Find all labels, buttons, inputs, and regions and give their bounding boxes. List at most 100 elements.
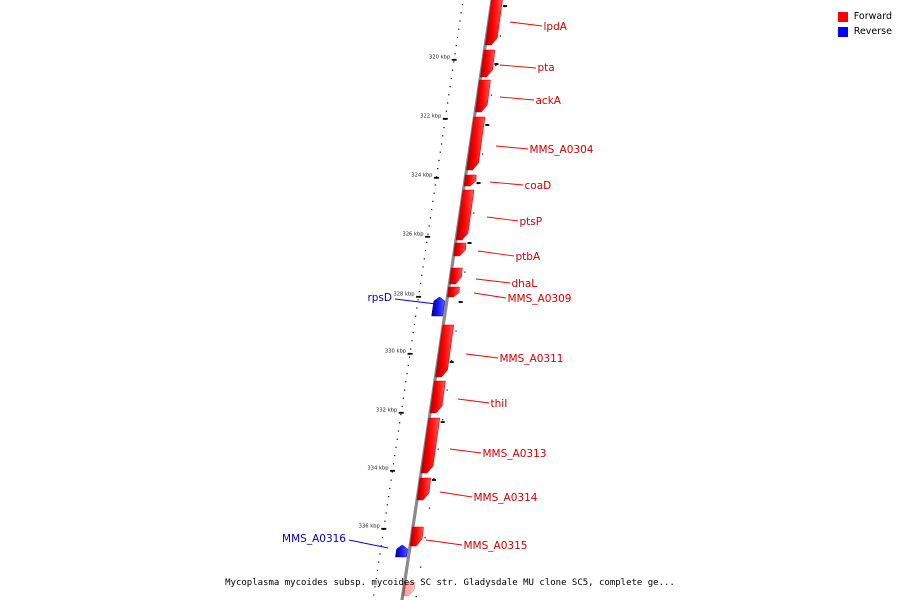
ruler-dot [458, 28, 460, 30]
gene-label-forward: thiI [491, 398, 508, 410]
gene-label-forward: pta [538, 62, 555, 74]
ruler-dot [424, 250, 427, 252]
ruler-dot [410, 348, 412, 350]
ruler-dot [390, 479, 392, 481]
ruler-dot [434, 184, 436, 186]
forward-gene-arrow [455, 189, 475, 241]
ruler-dot [440, 143, 443, 145]
gene-label-reverse: rpsD [367, 292, 392, 304]
ruler-dot [401, 405, 403, 407]
gene-leader-line [473, 292, 507, 299]
reverse-swatch [837, 26, 848, 37]
forward-gene-arrow [480, 49, 496, 78]
reverse-gene-arrow [395, 544, 408, 558]
ruler-dot [449, 86, 451, 88]
minor-dot [442, 419, 444, 421]
ruler-dot [403, 389, 406, 391]
ruler-dot [437, 168, 439, 170]
forward-gene-arrow [484, 0, 503, 46]
ruler-dot [453, 61, 455, 63]
gene-leader-line [499, 96, 535, 101]
ruler-dot [422, 266, 424, 268]
sequence-caption: Mycoplasma mycoides subsp. mycoides SC s… [225, 578, 675, 588]
ruler-dot [455, 45, 457, 47]
gene-leader-line [499, 64, 537, 69]
reverse-gene-arrow [431, 296, 446, 317]
ruler-dot [413, 323, 416, 325]
gene-label-forward: MMS_A0304 [530, 144, 594, 156]
gene-leader-line [465, 353, 499, 359]
ruler-dot [415, 315, 417, 317]
gene-leader-line [348, 539, 389, 549]
ruler-dot [380, 545, 382, 547]
gene-label-forward: MMS_A0314 [474, 492, 538, 504]
gene-leader-line [489, 181, 524, 186]
ruler-dot [400, 414, 402, 416]
legend-forward-label: Forward [853, 11, 892, 22]
ruler-dot [439, 151, 441, 153]
minor-dot [420, 566, 422, 568]
ruler-dot [391, 471, 393, 473]
ruler-dot [448, 94, 450, 96]
ruler-dot [447, 102, 449, 104]
forward-gene-arrow [409, 526, 424, 547]
ruler-dot [454, 53, 456, 55]
minor-dot [424, 537, 426, 539]
ruler-dot [406, 373, 408, 375]
ruler-dot [429, 217, 432, 219]
forward-gene-arrow [447, 286, 460, 298]
gene-label-forward: dhaL [512, 278, 538, 290]
ruler-dot [381, 537, 384, 539]
ruler-dot [459, 20, 461, 22]
ruler-dot [392, 463, 395, 465]
ruler-dot [431, 209, 433, 211]
forward-gene-arrow [420, 417, 441, 474]
gene-label-forward: ackA [536, 95, 562, 107]
legend-forward: Forward [837, 9, 892, 24]
forward-gene-arrow [449, 267, 463, 285]
forward-gene-arrow [466, 116, 486, 171]
legend: Forward Reverse [837, 9, 892, 39]
ruler-tick-label: 322 kbp [420, 114, 442, 120]
forward-gene-arrow [435, 324, 455, 378]
ruler-dot [451, 69, 454, 71]
ruler-dot [438, 159, 440, 161]
ruler-dot [421, 274, 423, 276]
forward-gene-arrow [402, 581, 416, 597]
ruler-dot [428, 225, 430, 227]
legend-reverse-label: Reverse [853, 26, 892, 37]
ruler-dot [443, 127, 445, 129]
minor-dot [455, 330, 457, 332]
gene-leader-line [449, 448, 482, 454]
forward-gene-arrow [463, 174, 477, 187]
ruler-dot [442, 135, 444, 137]
ruler-dot [397, 430, 400, 432]
minor-dot [415, 596, 417, 598]
gene-label-forward: MMS_A0309 [508, 293, 572, 305]
gene-label-forward: MMS_A0313 [483, 448, 547, 460]
ruler-dot [396, 438, 398, 440]
ruler-dot [411, 340, 413, 342]
gene-label-forward: lpdA [544, 21, 568, 33]
ruler-dot [405, 381, 407, 383]
ruler-ticks: 320 kbp 322 kbp 324 kbp 326 kbp 328 kbp 330 k… [359, 5, 508, 530]
minor-dot [499, 35, 501, 37]
ruler-tick-label: 334 kbp [367, 466, 389, 472]
ruler-tick-label: 330 kbp [385, 349, 407, 355]
ruler-dot [426, 241, 428, 243]
gene-label-forward: ptbA [516, 251, 541, 263]
ruler-dot [450, 77, 452, 79]
gene-leader-line [439, 491, 473, 498]
ruler-dot [402, 397, 404, 399]
ruler-dot [417, 299, 419, 301]
gene-leader-line [486, 216, 519, 222]
ruler-dot [378, 561, 380, 563]
ruler-dot [389, 487, 391, 489]
gene-labels: lpdA pta ackA MMS_A0304 coaD ptsP ptbA dhaL MMS_… [282, 21, 594, 552]
gene-label-reverse: MMS_A0316 [282, 533, 346, 545]
minor-dot [464, 271, 466, 273]
ruler-dot [385, 512, 387, 514]
gene-label-forward: MMS_A0315 [464, 540, 528, 552]
ruler-dot [379, 553, 381, 555]
